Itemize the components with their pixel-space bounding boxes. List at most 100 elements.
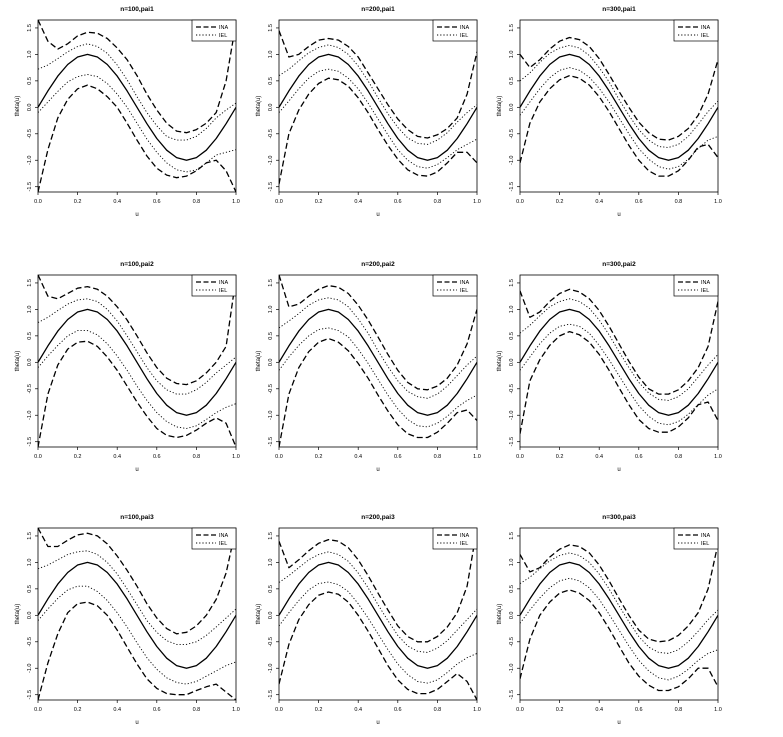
series-line-ina-upper (520, 288, 718, 395)
series-line-ina-lower (38, 601, 236, 700)
y-axis-label: theta(u) (256, 96, 262, 117)
series-line-ina-upper (520, 543, 718, 643)
series-line-ina-lower (38, 340, 236, 447)
x-tick-label: 0.6 (635, 454, 643, 460)
plot-frame (519, 274, 719, 448)
legend-label-ina: INA (701, 280, 711, 286)
y-tick-label: -1.0 (268, 411, 274, 420)
chart-panel: n=100,pai2 0.0 0.2 0.4 0.6 0.8 1.0 -1.5 -1.0 -0.5… (15, 261, 240, 473)
y-tick-label: 0.5 (268, 332, 274, 340)
legend: INA IEL (673, 527, 719, 550)
series-line-ina-upper (279, 30, 477, 139)
series-line-ina-lower (520, 330, 718, 434)
legend-label-iel: IEL (701, 288, 709, 294)
x-tick-label: 1.0 (714, 454, 722, 460)
legend-label-iel: IEL (460, 33, 468, 39)
x-tick-label: 0.2 (556, 707, 564, 713)
y-tick-label: -0.5 (268, 384, 274, 393)
plot-frame (278, 527, 478, 701)
legend: INA IEL (673, 274, 719, 297)
y-tick-label: -1.5 (509, 437, 515, 446)
chart-panel: n=100,pai1 0.0 0.2 0.4 0.6 0.8 1.0 -1.5 -1.0 -0.5… (15, 6, 240, 218)
series-line-iel-lower (38, 74, 236, 173)
y-tick-label: 0.5 (509, 77, 515, 85)
series-line-ina-upper (38, 275, 236, 386)
series-line-iel-upper (38, 550, 236, 645)
y-axis-label: theta(u) (497, 96, 503, 117)
x-tick-label: 0.4 (113, 454, 121, 460)
x-tick-label: 0.8 (193, 454, 201, 460)
x-tick-label: 1.0 (232, 199, 240, 205)
chart-title: n=100,pai2 (120, 261, 154, 268)
legend-label-ina: INA (701, 533, 711, 539)
y-tick-label: 0.5 (27, 332, 33, 340)
y-axis-label: theta(u) (256, 604, 262, 625)
x-axis-label: u (135, 720, 138, 726)
y-tick-label: 1.5 (509, 279, 515, 287)
y-tick-label: 0.0 (27, 103, 33, 111)
series-line-true (520, 53, 718, 161)
legend-box (191, 527, 237, 550)
x-tick-label: 0.4 (113, 199, 121, 205)
y-tick-label: 0.5 (509, 332, 515, 340)
y-tick-label: 1.0 (27, 306, 33, 314)
x-tick-label: 0.0 (34, 454, 42, 460)
legend-label-ina: INA (460, 25, 470, 31)
y-tick-label: 0.5 (268, 585, 274, 593)
x-tick-label: 0.0 (275, 454, 283, 460)
series-group (279, 275, 477, 447)
y-tick-label: -1.0 (27, 411, 33, 420)
x-tick-label: 0.0 (516, 454, 524, 460)
y-tick-label: 1.5 (268, 24, 274, 32)
legend-label-ina: INA (460, 533, 470, 539)
plot-frame (519, 527, 719, 701)
x-tick-label: 0.4 (354, 454, 362, 460)
series-line-iel-upper (38, 43, 236, 141)
y-tick-label: 0.0 (268, 358, 274, 366)
series-line-ina-lower (520, 74, 718, 177)
series-group (520, 543, 718, 692)
chart-panel: n=100,pai3 0.0 0.2 0.4 0.6 0.8 1.0 -1.5 -1.0 -0.5… (15, 514, 240, 726)
y-tick-label: 1.0 (268, 51, 274, 59)
x-tick-label: 0.6 (394, 199, 402, 205)
x-tick-label: 0.8 (193, 707, 201, 713)
series-line-true (38, 308, 236, 416)
legend-label-iel: IEL (460, 541, 468, 547)
legend-label-ina: INA (460, 280, 470, 286)
x-tick-label: 0.4 (354, 199, 362, 205)
series-line-ina-upper (38, 528, 236, 635)
x-tick-label: 0.2 (315, 454, 323, 460)
y-tick-label: -1.0 (27, 156, 33, 165)
x-tick-label: 0.2 (74, 199, 82, 205)
legend-label-ina: INA (219, 533, 229, 539)
x-axis-label: u (135, 212, 138, 218)
y-tick-label: -1.0 (509, 664, 515, 673)
y-axis-label: theta(u) (15, 351, 21, 372)
plot-frame (519, 19, 719, 193)
series-line-true (520, 561, 718, 669)
series-group (38, 20, 236, 192)
series-line-ina-upper (279, 528, 477, 643)
series-line-ina-upper (38, 20, 236, 134)
plot-frame (37, 527, 237, 701)
x-tick-label: 0.8 (434, 454, 442, 460)
x-tick-label: 1.0 (232, 707, 240, 713)
legend: INA IEL (432, 19, 478, 42)
x-tick-label: 0.8 (675, 707, 683, 713)
x-tick-label: 0.8 (434, 199, 442, 205)
series-line-ina-lower (279, 591, 477, 700)
x-tick-label: 0.4 (354, 707, 362, 713)
y-tick-label: -0.5 (509, 384, 515, 393)
series-group (38, 528, 236, 700)
legend: INA IEL (191, 527, 237, 550)
y-tick-label: -1.0 (509, 411, 515, 420)
series-line-true (38, 53, 236, 161)
legend-label-ina: INA (219, 25, 229, 31)
legend-box (432, 19, 478, 42)
x-tick-label: 0.6 (635, 199, 643, 205)
legend-box (673, 527, 719, 550)
legend-label-iel: IEL (219, 288, 227, 294)
series-line-true (279, 308, 477, 416)
y-tick-label: 1.0 (27, 51, 33, 59)
series-group (520, 36, 718, 177)
